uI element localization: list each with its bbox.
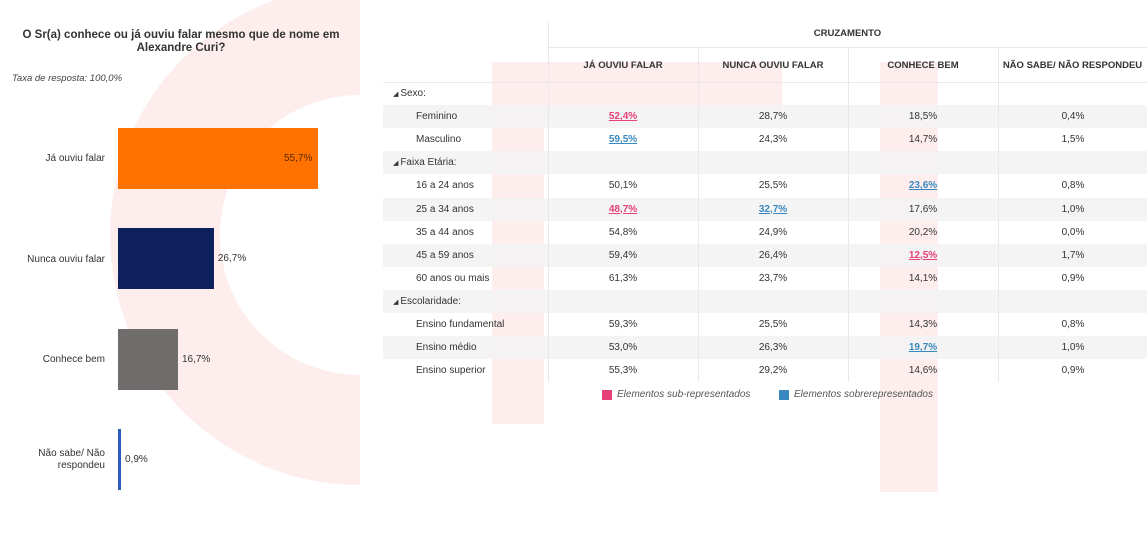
table-cell: 0,4% xyxy=(1061,111,1085,123)
bar-label: Nunca ouviu falar xyxy=(27,254,105,265)
table-cell: 59,4% xyxy=(608,249,638,261)
table-cell: 14,7% xyxy=(908,134,938,146)
table-cell: 28,7% xyxy=(758,111,788,123)
row-label: Masculino xyxy=(416,134,462,146)
response-rate: Taxa de resposta: 100,0% xyxy=(12,73,123,84)
row-label: 25 a 34 anos xyxy=(416,203,474,215)
grid-line xyxy=(383,82,1147,83)
table-row xyxy=(383,243,1147,267)
legend-under-label: Elementos sub-representados xyxy=(617,389,751,400)
row-label: 16 a 24 anos xyxy=(416,180,474,192)
table-cell: 20,2% xyxy=(908,226,938,238)
bar-label: Já ouviu falar xyxy=(45,153,105,164)
table-cell[interactable]: 52,4% xyxy=(608,111,638,123)
grid-line xyxy=(698,48,699,383)
row-label: Ensino fundamental xyxy=(416,319,505,330)
collapse-triangle-icon[interactable]: ◢ xyxy=(393,91,401,98)
table-cell: 53,0% xyxy=(608,342,638,354)
column-header: NÃO SABE/ NÃO RESPONDEU xyxy=(1002,59,1143,71)
bar-value-label: 16,7% xyxy=(181,353,211,365)
table-row xyxy=(383,336,1147,360)
group-row xyxy=(383,151,1147,175)
grid-line xyxy=(548,22,549,383)
table-cell: 59,3% xyxy=(608,319,638,330)
group-name: Escolaridade: xyxy=(400,295,461,307)
bar xyxy=(118,329,178,390)
crosstab-title: CRUZAMENTO xyxy=(813,28,882,39)
table-cell[interactable]: 23,6% xyxy=(908,180,938,192)
legend-over-swatch xyxy=(779,389,789,400)
group-name: Faixa Etária: xyxy=(400,157,457,169)
question-title: O Sr(a) conhece ou já ouviu falar mesmo … xyxy=(22,29,340,54)
table-cell: 17,6% xyxy=(908,203,938,215)
table-cell: 50,1% xyxy=(608,180,638,192)
group-row xyxy=(383,289,1147,313)
table-cell: 26,3% xyxy=(758,342,788,354)
row-label: 45 a 59 anos xyxy=(416,249,474,261)
column-header: NUNCA OUVIU FALAR xyxy=(722,59,824,71)
group-label[interactable]: ◢ Sexo: xyxy=(393,88,426,99)
bar-value-label: 26,7% xyxy=(217,252,247,264)
group-row xyxy=(383,82,1147,105)
collapse-triangle-icon[interactable]: ◢ xyxy=(393,298,401,306)
bar xyxy=(118,429,121,490)
group-label[interactable]: ◢ Escolaridade: xyxy=(393,296,461,307)
table-cell: 25,5% xyxy=(758,319,788,330)
table-cell: 24,3% xyxy=(758,134,788,146)
grid-line xyxy=(998,48,999,383)
collapse-triangle-icon[interactable]: ◢ xyxy=(393,160,401,168)
table-cell[interactable]: 19,7% xyxy=(908,342,938,354)
table-cell: 14,6% xyxy=(908,365,938,377)
table-cell: 0,8% xyxy=(1061,180,1085,192)
table-cell: 0,0% xyxy=(1061,226,1085,238)
table-cell[interactable]: 12,5% xyxy=(908,249,938,261)
table-cell: 1,5% xyxy=(1061,134,1085,146)
legend-under-swatch xyxy=(602,389,612,400)
legend-over: Elementos sobrerepresentados xyxy=(779,389,933,400)
table-cell: 1,0% xyxy=(1061,342,1085,354)
grid-line xyxy=(848,48,849,383)
bar-value-label: 0,9% xyxy=(125,453,148,465)
table-row xyxy=(383,197,1147,221)
table-cell: 25,5% xyxy=(758,180,788,192)
table-cell: 14,3% xyxy=(908,319,938,330)
table-cell: 18,5% xyxy=(908,111,938,123)
row-label: 35 a 44 anos xyxy=(416,226,474,238)
bar-label: Não sabe/ Não respondeu xyxy=(38,448,105,471)
group-label[interactable]: ◢ Faixa Etária: xyxy=(393,157,456,168)
column-header: JÁ OUVIU FALAR xyxy=(583,59,663,71)
table-cell: 0,9% xyxy=(1061,272,1085,284)
table-cell[interactable]: 48,7% xyxy=(608,203,638,215)
table-cell: 0,9% xyxy=(1061,365,1085,377)
grid-line xyxy=(548,47,1147,48)
table-row xyxy=(383,105,1147,129)
bar xyxy=(118,228,214,289)
group-name: Sexo: xyxy=(400,88,426,99)
bar xyxy=(118,128,318,189)
table-cell: 1,7% xyxy=(1061,249,1085,261)
table-cell: 54,8% xyxy=(608,226,638,238)
table-cell: 26,4% xyxy=(758,249,788,261)
row-label: 60 anos ou mais xyxy=(416,272,490,284)
table-cell: 61,3% xyxy=(608,272,638,284)
table-cell: 1,0% xyxy=(1061,203,1085,215)
table-cell: 23,7% xyxy=(758,272,788,284)
legend-over-label: Elementos sobrerepresentados xyxy=(794,389,933,400)
table-cell[interactable]: 32,7% xyxy=(758,203,788,215)
bar-value-label: 55,7% xyxy=(284,152,313,164)
table-cell: 55,3% xyxy=(608,365,638,377)
row-label: Ensino médio xyxy=(416,342,477,354)
column-header: CONHECE BEM xyxy=(887,59,959,71)
table-cell[interactable]: 59,5% xyxy=(608,134,638,146)
legend-under: Elementos sub-representados xyxy=(602,389,750,400)
table-cell: 24,9% xyxy=(758,226,788,238)
table-cell: 14,1% xyxy=(908,272,938,284)
bar-label: Conhece bem xyxy=(42,354,105,365)
row-label: Feminino xyxy=(416,111,458,123)
table-cell: 0,8% xyxy=(1061,319,1085,330)
table-cell: 29,2% xyxy=(758,365,788,377)
row-label: Ensino superior xyxy=(416,365,486,377)
